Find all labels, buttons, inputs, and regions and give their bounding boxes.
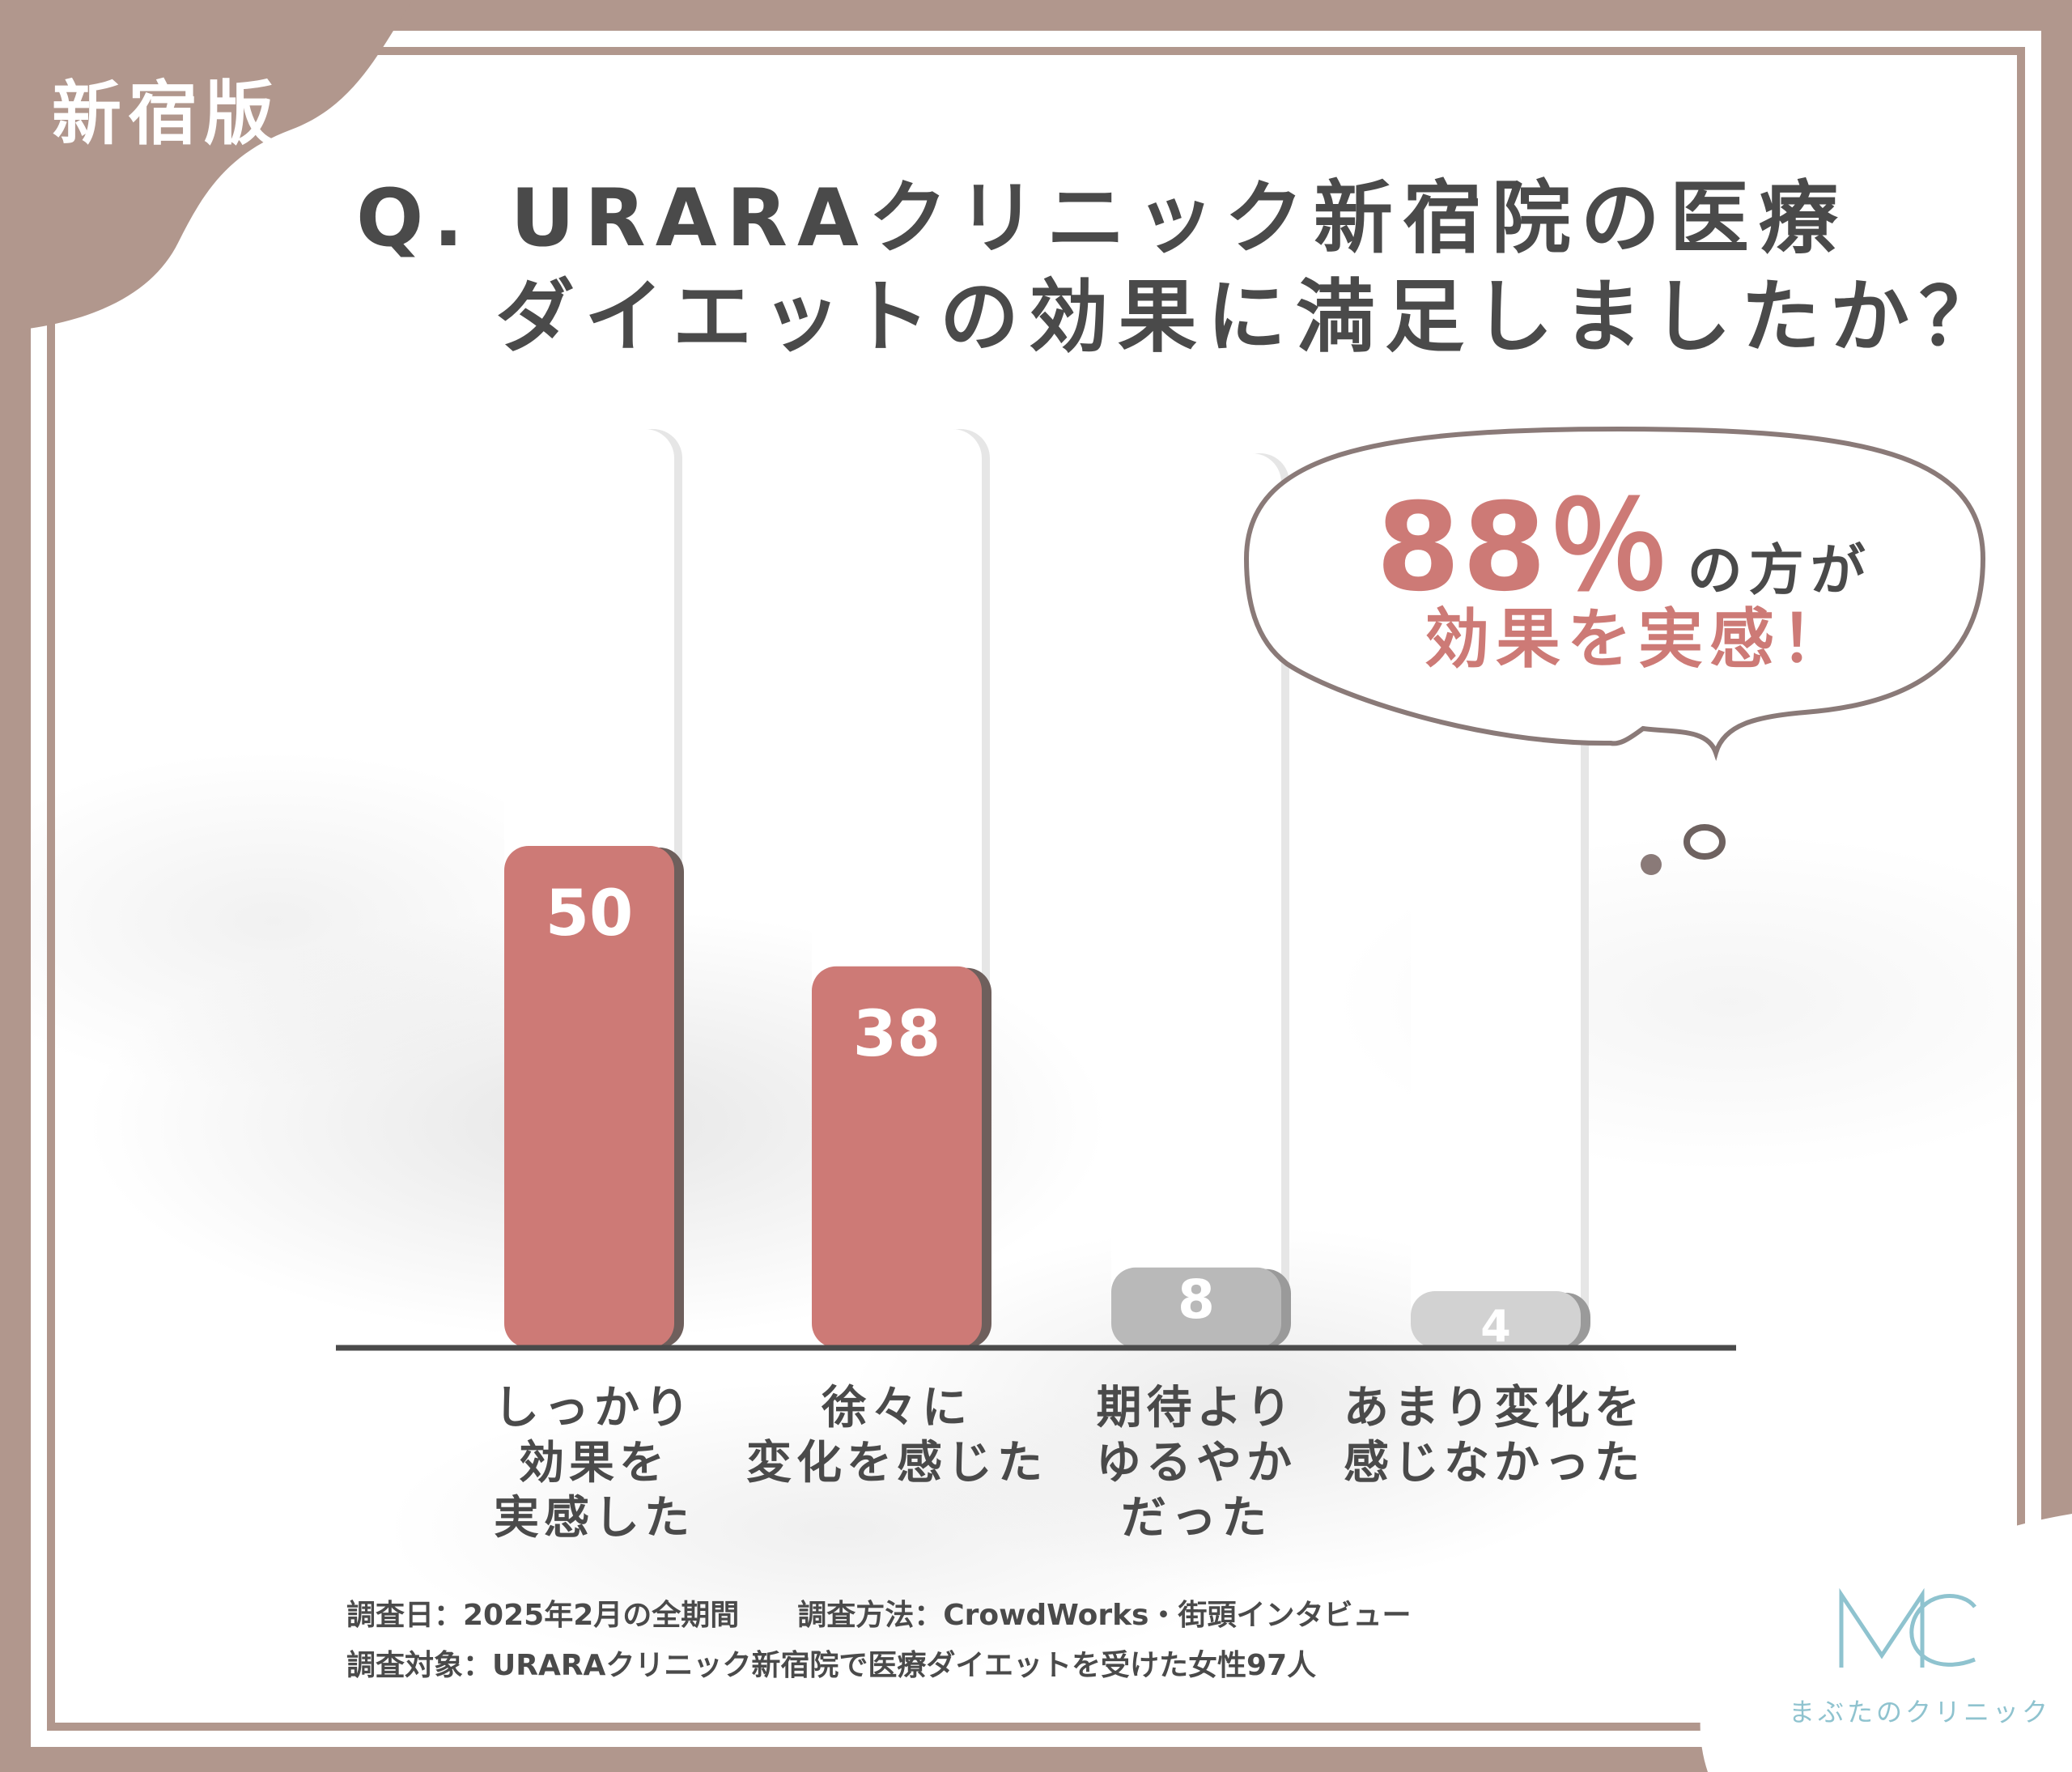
value-label-4: 4 [1480,1301,1511,1352]
value-label-3: 8 [1178,1268,1215,1331]
value-label-1: 50 [546,878,634,950]
category-label-4: あまり変化を 感じなかった [1344,1382,1645,1489]
content-card [31,31,2041,1747]
bars [504,846,1590,1348]
value-labels: 50 38 8 4 [546,878,1511,1352]
logo-text: まぶたのクリニック [1789,1697,2052,1727]
callout-suffix: の方が [1687,539,1872,603]
logo-blob [1700,1514,2072,1772]
bar-tracks [504,429,1589,1348]
bar-4 [1411,1291,1581,1348]
region-tag: 新宿版 [52,74,280,155]
background-shade [31,31,2041,1747]
category-label-1: しっかり 効果を 実感した [494,1382,694,1545]
bar-1 [504,846,674,1348]
question-title-line-1: Q. URARAクリニック新宿院の医療 [356,172,1848,265]
question-title-line-2: ダイエットの効果に満足しましたか？ [495,271,2009,363]
bar-2 [812,966,982,1348]
category-label-3: 期待より ゆるやか だった [1096,1382,1297,1545]
corner-blob [0,0,413,332]
bar-track [1111,453,1281,1348]
callout-line-2: 効果を実感！ [1424,601,1852,677]
inner-frame [47,47,2025,1731]
logo-mark [1839,1587,1976,1668]
callout-line-1: 88％ の方が [1376,449,1942,625]
callout-percent: 88％ [1376,478,1671,618]
survey-note-date-method: 調査日：2025年2月の全期間 調査方法：CrowdWorks・街頭インタビュー [346,1599,1412,1632]
bar-3 [1111,1267,1281,1348]
bar-track [1411,680,1581,1348]
survey-note-target: 調査対象：URARAクリニック新宿院で医療ダイエットを受けた女性97人 [346,1649,1317,1682]
value-label-2: 38 [853,998,941,1071]
callout-bubble [1243,426,1986,875]
category-label-2: 徐々に 変化を感じた [746,1382,1047,1489]
